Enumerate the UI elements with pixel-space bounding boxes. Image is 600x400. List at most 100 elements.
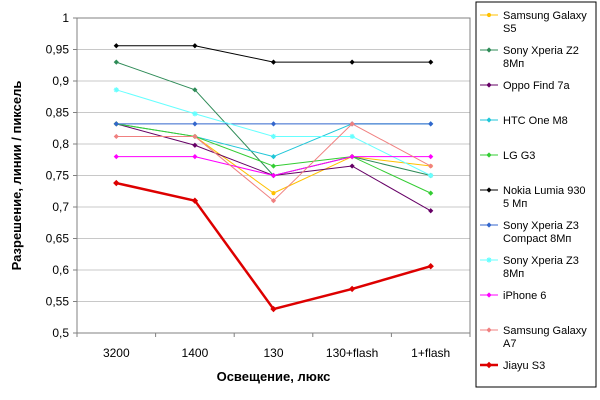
legend-label: 8Мп bbox=[503, 58, 524, 70]
data-point bbox=[192, 154, 198, 160]
y-tick-label: 0,6 bbox=[52, 263, 69, 277]
data-point bbox=[349, 163, 355, 169]
legend bbox=[475, 1, 597, 388]
x-tick-label: 1400 bbox=[182, 346, 209, 360]
data-point bbox=[428, 154, 434, 160]
y-tick-label: 0,85 bbox=[46, 106, 70, 120]
legend-marker bbox=[486, 292, 492, 298]
data-point bbox=[428, 208, 434, 214]
legend-label: HTC One M8 bbox=[503, 115, 568, 127]
data-point bbox=[192, 121, 198, 127]
series-line bbox=[116, 89, 431, 176]
x-tick-label: 3200 bbox=[103, 346, 130, 360]
x-tick-label: 1+flash bbox=[411, 346, 450, 360]
data-point bbox=[349, 154, 355, 160]
legend-item: Jiayu S3 bbox=[480, 360, 545, 372]
data-point bbox=[113, 121, 119, 127]
x-axis-ticks: 3200 1400 130 130+flash 1+flash bbox=[76, 333, 471, 360]
legend-label: Compact 8Мп bbox=[503, 233, 571, 245]
x-tick-label: 130 bbox=[263, 346, 283, 360]
x-axis-title: Освещение, люкс bbox=[217, 369, 331, 384]
series-sony-xperia-z3-compact-8 bbox=[113, 121, 434, 127]
y-tick-label: 0,9 bbox=[52, 74, 69, 88]
legend-item: iPhone 6 bbox=[480, 290, 546, 302]
data-point bbox=[349, 121, 355, 127]
legend-label: Oppo Find 7a bbox=[503, 80, 571, 92]
data-point bbox=[428, 163, 434, 169]
legend-marker bbox=[486, 187, 492, 193]
series-sony-xperia-z3-8 bbox=[113, 87, 434, 179]
data-point bbox=[191, 197, 199, 204]
data-point bbox=[192, 43, 198, 49]
data-point bbox=[270, 172, 277, 179]
data-point bbox=[270, 305, 277, 313]
legend-label: Sony Xperia Z3 bbox=[503, 220, 579, 232]
legend-marker bbox=[486, 47, 492, 53]
legend-label: Nokia Lumia 930 bbox=[503, 185, 586, 197]
series-jiayu-s3 bbox=[113, 179, 434, 313]
data-point bbox=[113, 43, 119, 49]
y-tick-label: 0,65 bbox=[46, 232, 70, 246]
legend-label: Samsung Galaxy bbox=[503, 325, 587, 337]
data-point bbox=[271, 191, 276, 196]
legend-marker bbox=[486, 12, 492, 18]
data-point bbox=[428, 172, 434, 179]
data-point bbox=[270, 198, 277, 204]
legend-label: Sony Xperia Z3 bbox=[503, 255, 579, 267]
legend-label: 8Мп bbox=[503, 268, 524, 280]
data-point bbox=[270, 154, 277, 160]
y-axis-ticks: 0,5 0,55 0,6 0,65 0,7 0,75 0,8 0,85 0,9 0,95 1 bbox=[46, 11, 77, 340]
data-point bbox=[192, 142, 198, 148]
y-tick-label: 0,8 bbox=[52, 137, 69, 151]
data-point bbox=[428, 190, 434, 196]
legend-label: Jiayu S3 bbox=[503, 360, 545, 372]
legend-item: LG G3 bbox=[480, 150, 535, 162]
series-samsung-galaxy-a7 bbox=[113, 121, 434, 204]
y-tick-label: 1 bbox=[62, 11, 69, 25]
data-point bbox=[349, 133, 355, 140]
y-tick-label: 0,55 bbox=[46, 295, 70, 309]
data-point bbox=[192, 111, 198, 117]
data-point bbox=[113, 179, 120, 187]
legend-item: Oppo Find 7a bbox=[480, 80, 571, 92]
y-tick-label: 0,75 bbox=[46, 169, 70, 183]
data-point bbox=[348, 285, 356, 293]
series-nokia-lumia-930-5 bbox=[113, 43, 434, 65]
data-point bbox=[428, 121, 434, 127]
data-point bbox=[113, 133, 119, 140]
data-point bbox=[270, 59, 277, 65]
data-point bbox=[113, 59, 119, 65]
legend-label: S5 bbox=[503, 23, 516, 35]
legend-marker bbox=[486, 117, 492, 123]
series-iphone-6 bbox=[113, 154, 434, 179]
legend-label: Samsung Galaxy bbox=[503, 10, 587, 22]
y-tick-label: 0,5 bbox=[52, 326, 69, 340]
x-tick-label: 130+flash bbox=[326, 346, 378, 360]
legend-label: LG G3 bbox=[503, 150, 535, 162]
data-point bbox=[270, 121, 277, 127]
data-point bbox=[192, 87, 198, 93]
data-point bbox=[113, 87, 119, 93]
y-axis-title: Разрешение, линии / пиксель bbox=[9, 81, 24, 271]
legend-marker bbox=[486, 327, 492, 333]
legend-label: A7 bbox=[503, 338, 516, 350]
legend-marker bbox=[486, 82, 492, 88]
data-point bbox=[428, 59, 434, 65]
legend-marker bbox=[486, 257, 492, 263]
legend-item: HTC One M8 bbox=[480, 115, 568, 127]
data-point bbox=[427, 263, 434, 270]
legend-label: 5 Мп bbox=[503, 198, 527, 210]
y-tick-label: 0,95 bbox=[46, 43, 70, 57]
series-lines bbox=[113, 43, 434, 313]
legend-marker bbox=[486, 152, 492, 158]
legend-label: Sony Xperia Z2 bbox=[503, 45, 579, 57]
y-tick-label: 0,7 bbox=[52, 200, 69, 214]
legend-marker bbox=[485, 361, 493, 369]
